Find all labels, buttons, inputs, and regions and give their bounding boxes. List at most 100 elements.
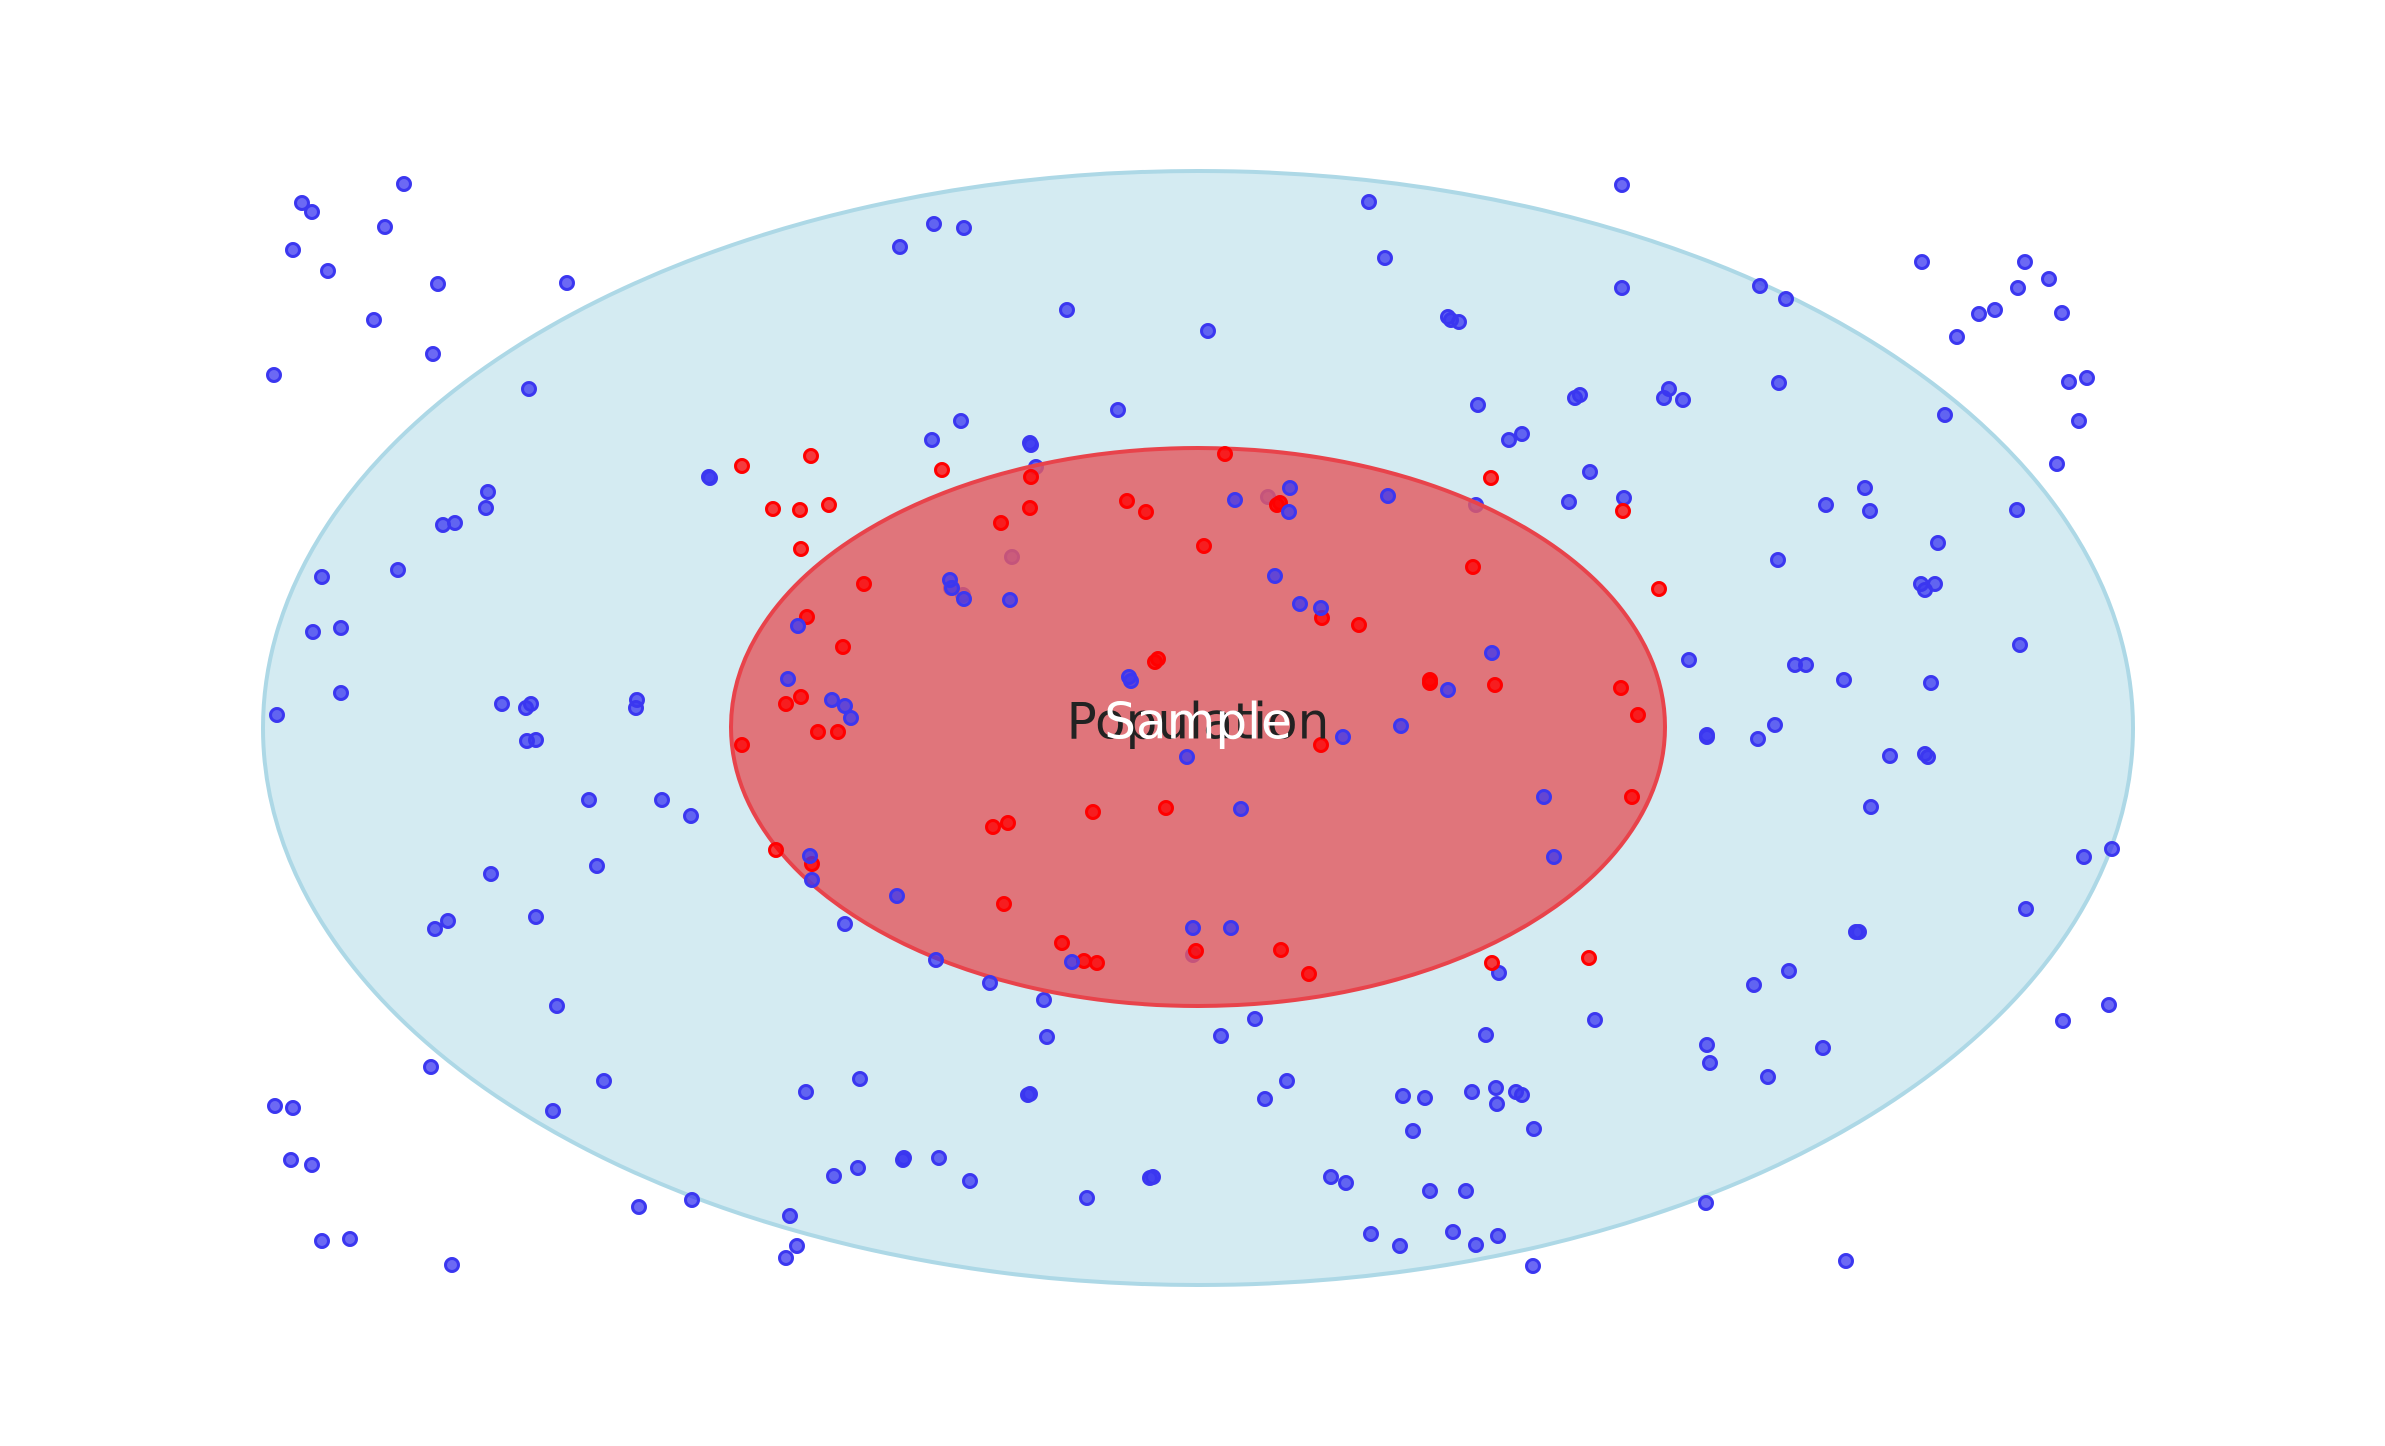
population-point: [2041, 271, 2057, 287]
population-point: [654, 792, 670, 808]
sample-point: [1581, 950, 1597, 966]
population-point: [2055, 1013, 2071, 1029]
population-point: [304, 1157, 320, 1173]
population-point: [1987, 302, 2003, 318]
sample-point: [1138, 504, 1154, 520]
population-point: [2018, 901, 2034, 917]
population-point: [1971, 306, 1987, 322]
sample-point: [793, 689, 809, 705]
population-point: [1478, 1027, 1494, 1043]
sample-point: [1615, 503, 1631, 519]
population-point: [1920, 749, 1936, 765]
sample-point: [996, 896, 1012, 912]
population-point: [789, 1238, 805, 1254]
population-point: [1377, 250, 1393, 266]
sample-point: [734, 458, 750, 474]
sample-point: [734, 737, 750, 753]
population-point: [1443, 312, 1459, 328]
population-point: [435, 517, 451, 533]
population-point: [944, 580, 960, 596]
population-point: [631, 1199, 647, 1215]
population-point: [826, 1168, 842, 1184]
population-point: [425, 346, 441, 362]
population-point: [1702, 1055, 1718, 1071]
population-point: [962, 1173, 978, 1189]
population-point: [2101, 997, 2117, 1013]
population-point: [427, 921, 443, 937]
sample-point: [1651, 581, 1667, 597]
population-point: [1123, 673, 1139, 689]
sample-point: [1465, 559, 1481, 575]
population-point: [1949, 329, 1965, 345]
population-point: [1614, 280, 1630, 296]
population-point: [1223, 920, 1239, 936]
sample-point: [778, 696, 794, 712]
population-point: [1335, 729, 1351, 745]
population-point: [1536, 789, 1552, 805]
sample-point: [856, 576, 872, 592]
sample-point: [1301, 966, 1317, 982]
population-point: [2079, 370, 2095, 386]
population-point: [1185, 920, 1201, 936]
population-point: [1750, 731, 1766, 747]
population-point: [1363, 1226, 1379, 1242]
population-point: [1838, 1253, 1854, 1269]
population-point: [2104, 841, 2120, 857]
population-point: [285, 1100, 301, 1116]
population-point: [267, 1098, 283, 1114]
population-point: [333, 685, 349, 701]
population-point: [852, 1071, 868, 1087]
population-point: [2012, 637, 2028, 653]
population-point: [1036, 992, 1052, 1008]
sample-point: [830, 724, 846, 740]
population-point: [1501, 432, 1517, 448]
sample-point: [1119, 493, 1135, 509]
population-point: [1914, 254, 1930, 270]
inner-population-points: [780, 480, 1562, 991]
sample-point: [1487, 677, 1503, 693]
population-point: [1760, 1069, 1776, 1085]
population-point: [683, 808, 699, 824]
population-point: [1142, 1170, 1158, 1186]
population-point: [1771, 375, 1787, 391]
population-point: [581, 792, 597, 808]
population-point: [1770, 552, 1786, 568]
population-point: [1862, 503, 1878, 519]
population-point: [924, 432, 940, 448]
population-point: [266, 367, 282, 383]
population-point: [1815, 1040, 1831, 1056]
population-point: [982, 975, 998, 991]
population-point: [1079, 1190, 1095, 1206]
population-point: [1470, 397, 1486, 413]
population-point: [1699, 727, 1715, 743]
population-point: [1247, 1011, 1263, 1027]
population-point: [314, 569, 330, 585]
population-label: Population: [1067, 693, 1330, 751]
sample-point: [1624, 789, 1640, 805]
sample-point: [803, 448, 819, 464]
population-point: [589, 858, 605, 874]
sample-point: [1351, 617, 1367, 633]
population-point: [294, 195, 310, 211]
population-point: [1930, 535, 1946, 551]
population-point: [1179, 749, 1195, 765]
population-point: [1675, 392, 1691, 408]
population-point: [1313, 600, 1329, 616]
sample-point: [765, 501, 781, 517]
population-point: [1489, 1096, 1505, 1112]
population-point: [1281, 504, 1297, 520]
population-point: [1857, 480, 1873, 496]
population-point: [2054, 305, 2070, 321]
sample-point: [1023, 469, 1039, 485]
population-point: [1699, 1037, 1715, 1053]
population-point: [1059, 302, 1075, 318]
sample-point: [810, 724, 826, 740]
population-point: [843, 710, 859, 726]
sample-point: [1089, 955, 1105, 971]
population-point: [1464, 1084, 1480, 1100]
sample-ellipse: [729, 446, 1667, 1008]
population-point: [528, 909, 544, 925]
sample-point: [1188, 943, 1204, 959]
population-point: [314, 1233, 330, 1249]
